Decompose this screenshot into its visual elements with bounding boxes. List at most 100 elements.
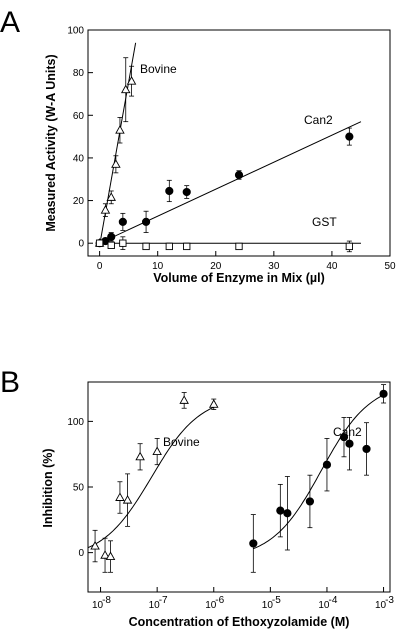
panel-a-point-gst [165,242,173,251]
marker [283,509,292,518]
panel-b-point-bovine [135,443,145,471]
panel-a-x-axis-title: Volume of Enzyme in Mix (µl) [153,271,325,285]
panel-b-point-can2 [305,474,315,529]
panel-a-x-tick-label: 10 [152,261,164,272]
marker [152,446,162,456]
panel-b-points [90,384,388,573]
marker [107,232,116,241]
marker [111,159,121,168]
panel-b-point-bovine [90,529,100,563]
panel-a-point-bovine [120,57,131,123]
panel-b-fit-can2 [253,394,384,550]
panel-a-y-tick-label: 80 [73,68,85,79]
panel-a-point-bovine [115,117,125,144]
panel-a-points [94,57,354,253]
marker [183,242,191,251]
panel-a-point-can2 [141,210,151,233]
marker [122,494,133,504]
panel-b-plot-frame [87,381,391,593]
marker [339,433,349,442]
panel-b-y-tick-label: 50 [73,483,85,494]
panel-b-fit-bovine [87,406,215,549]
panel-a-series-label-bovine: Bovine [140,62,177,76]
panel-b-point-bovine [122,473,133,527]
panel-a-point-bovine [111,155,121,174]
marker [165,186,174,196]
marker [322,460,332,469]
panel-a-point-gst [345,240,353,253]
panel-a-x-tick-label: 40 [326,261,338,272]
panel-b-x-tick-exponent: -3 [385,595,394,606]
marker [106,192,116,201]
panel-b-point-can2 [379,384,388,404]
panel-b-point-bovine [105,540,116,573]
panel-a-ticks: 0 10 20 30 40 50 0 20 40 60 80 100 [67,26,396,273]
panel-b-point-can2 [249,514,258,573]
panel-a-y-tick-label: 40 [73,153,85,164]
marker [90,540,100,550]
marker [165,242,173,251]
panel-b-point-bovine [179,392,189,409]
panel-b-x-tick-label: 10 [149,600,161,611]
marker [105,551,116,561]
panel-b-point-can2 [339,417,349,458]
marker [249,539,258,548]
panel-b-x-tick-exponent: -6 [215,595,224,606]
panel-b-point-bovine [152,438,162,466]
panel-b-series-label-bovine: Bovine [163,435,200,449]
marker [100,550,110,559]
marker [95,239,104,247]
panel-b-point-can2 [283,476,292,551]
panel-b-point-bovine [115,481,125,514]
panel-a-plot-frame [87,29,391,257]
panel-a-point-can2 [345,127,354,146]
marker [234,170,244,180]
panel-a-point-gst [95,239,104,247]
panel-a-point-bovine [106,190,116,205]
panel-b-x-tick-label: 10 [375,600,387,611]
panel-a-y-axis-title: Measured Activity (W-A Units) [44,54,58,231]
panel-a-point-gst [142,242,150,251]
panel-a-x-tick-label: 50 [384,261,396,272]
marker [345,439,354,448]
panel-a-point-can2 [107,232,116,242]
panel-a-point-can2 [234,170,244,180]
panel-a-point-bovine [100,203,111,217]
panel-b-y-tick-label: 0 [78,548,84,559]
panel-b-x-tick-exponent: -5 [272,595,281,606]
panel-a-point-can2 [165,179,174,203]
marker [100,205,111,214]
panel-b-x-tick-label: 10 [262,600,274,611]
panel-a-point-gst [119,236,127,251]
marker [142,242,150,251]
panel-a-y-tick-label: 0 [78,239,84,250]
marker [120,84,131,94]
panel-b-fit-lines [87,394,384,550]
panel-a-x-tick-label: 20 [210,261,222,272]
panel-b-series-label-can2: Can2 [333,425,362,439]
panel-a-point-can2 [118,212,127,231]
marker [107,241,115,249]
marker [305,497,315,506]
panel-b-x-tick-label: 10 [205,600,217,611]
marker [119,239,127,247]
marker [126,76,137,85]
panel-a-series-label-gst: GST [312,215,337,229]
panel-a-y-tick-label: 60 [73,111,85,122]
panel-a-point-gst [107,241,115,249]
marker [235,242,243,251]
panel-b-x-tick-exponent: -4 [328,595,337,606]
panel-b-x-tick-label: 10 [92,600,104,611]
panel-b-x-tick-exponent: -8 [102,595,111,606]
panel-b-point-can2 [345,417,354,471]
panel-b-y-axis-title: Inhibition (%) [41,448,55,527]
panel-a-point-gst [235,242,243,251]
panel-b-point-can2 [322,438,332,492]
marker [182,187,191,197]
panel-a-letter: A [0,6,20,39]
panel-b-x-tick-label: 10 [318,600,330,611]
